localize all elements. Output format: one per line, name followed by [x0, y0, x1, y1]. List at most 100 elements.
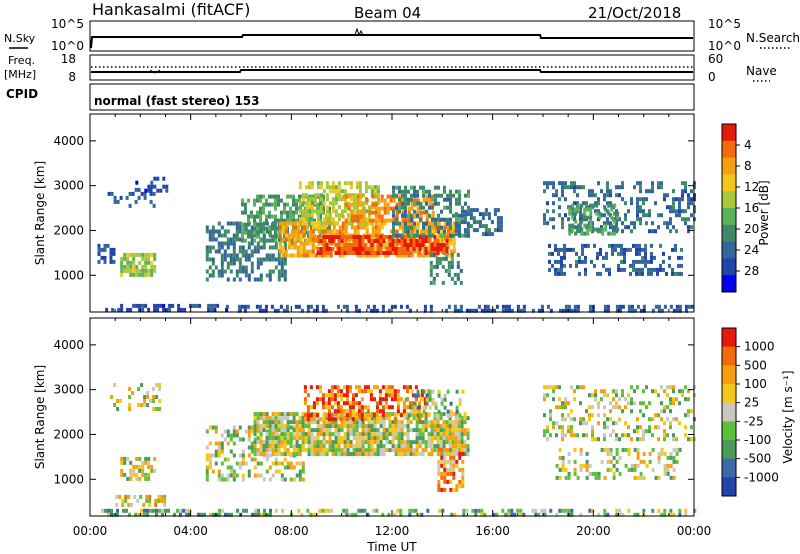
range-time-cell — [657, 455, 661, 460]
range-time-cell — [283, 416, 287, 421]
range-time-cell — [153, 176, 157, 181]
range-time-cell — [373, 420, 377, 425]
range-time-cell — [422, 221, 425, 226]
range-time-cell — [177, 307, 181, 312]
range-time-cell — [407, 237, 411, 242]
range-time-cell — [328, 185, 332, 190]
range-time-cell — [283, 440, 287, 445]
range-time-cell — [443, 479, 447, 484]
range-time-cell — [208, 249, 212, 254]
range-time-cell — [561, 455, 565, 460]
range-time-cell — [232, 277, 236, 282]
range-time-cell — [337, 251, 341, 255]
range-time-cell — [293, 245, 297, 250]
range-time-cell — [130, 502, 134, 507]
range-time-cell — [606, 189, 609, 194]
range-time-cell — [653, 267, 656, 272]
range-time-cell — [322, 420, 326, 425]
range-time-cell — [449, 193, 452, 198]
range-time-cell — [289, 436, 293, 441]
range-time-cell — [274, 214, 277, 219]
range-time-cell — [609, 193, 612, 198]
range-time-cell — [223, 429, 227, 434]
range-time-cell — [421, 436, 425, 441]
range-time-cell — [263, 508, 266, 513]
range-time-cell — [675, 229, 678, 234]
range-time-cell — [615, 393, 618, 398]
range-time-cell — [277, 448, 281, 453]
range-time-cell — [443, 455, 447, 460]
range-time-cell — [330, 413, 334, 418]
range-time-cell — [348, 413, 352, 418]
range-time-cell — [358, 444, 362, 449]
range-time-cell — [451, 420, 455, 425]
range-time-cell — [238, 437, 242, 442]
range-time-cell — [132, 264, 136, 269]
range-time-cell — [413, 233, 416, 238]
range-time-cell — [135, 303, 139, 308]
range-time-cell — [558, 181, 561, 186]
range-time-cell — [564, 181, 567, 186]
range-time-cell — [274, 424, 278, 429]
range-time-cell — [135, 268, 139, 273]
range-time-cell — [283, 457, 287, 462]
range-time-cell — [654, 389, 657, 394]
range-time-cell — [292, 218, 295, 223]
range-time-cell — [369, 393, 373, 398]
range-time-cell — [394, 424, 398, 429]
range-time-cell — [675, 304, 679, 309]
range-time-cell — [418, 440, 422, 445]
range-time-cell — [561, 185, 564, 190]
range-time-cell — [349, 416, 353, 421]
range-time-cell — [244, 222, 247, 227]
range-time-cell — [352, 193, 356, 198]
range-time-cell — [412, 452, 416, 457]
range-time-cell — [403, 444, 407, 449]
range-time-cell — [642, 209, 645, 214]
range-time-cell — [639, 471, 643, 476]
range-time-cell — [350, 202, 354, 207]
range-time-cell — [379, 247, 383, 251]
range-time-cell — [635, 251, 638, 256]
range-time-cell — [552, 193, 555, 198]
range-time-cell — [225, 307, 229, 312]
range-time-cell — [277, 237, 281, 242]
range-time-cell — [262, 233, 266, 238]
range-time-cell — [642, 429, 645, 434]
range-time-cell — [247, 245, 251, 250]
range-time-cell — [365, 229, 369, 234]
range-time-cell — [372, 413, 376, 418]
range-time-cell — [103, 259, 107, 264]
range-time-cell — [347, 202, 351, 207]
range-time-cell — [687, 201, 690, 206]
range-time-cell — [415, 440, 419, 445]
range-time-cell — [404, 225, 407, 230]
range-time-cell — [217, 233, 221, 238]
range-time-cell — [306, 393, 310, 398]
range-time-cell — [434, 401, 438, 406]
range-time-cell — [440, 193, 443, 198]
range-time-cell — [627, 451, 631, 456]
range-time-cell — [665, 271, 668, 276]
range-time-cell — [356, 202, 360, 207]
range-time-cell — [455, 459, 459, 464]
range-time-cell — [153, 268, 157, 273]
range-time-cell — [427, 420, 431, 425]
range-time-cell — [684, 512, 688, 517]
range-time-cell — [271, 214, 274, 219]
range-time-cell — [395, 185, 398, 190]
range-time-cell — [460, 416, 464, 421]
range-time-cell — [356, 218, 360, 223]
range-time-cell — [620, 243, 623, 248]
range-time-cell — [513, 512, 517, 517]
range-time-cell — [657, 304, 661, 309]
range-time-cell — [436, 436, 440, 441]
range-time-cell — [346, 181, 350, 186]
range-time-cell — [367, 440, 371, 445]
range-time-cell — [232, 469, 236, 474]
range-time-cell — [386, 206, 390, 211]
range-time-cell — [567, 413, 570, 418]
range-time-cell — [396, 508, 400, 513]
range-time-cell — [293, 221, 297, 226]
range-time-cell — [361, 420, 365, 425]
